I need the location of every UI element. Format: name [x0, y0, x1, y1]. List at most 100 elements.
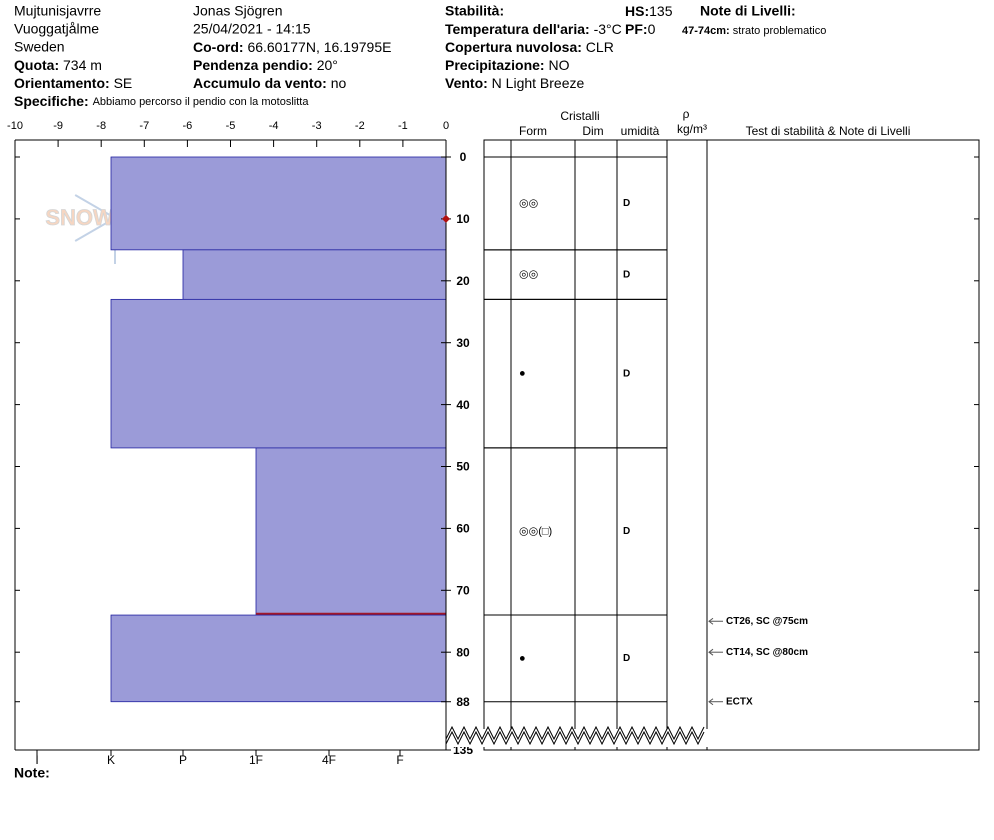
hardness-bar: [110, 156, 447, 251]
value: SE: [114, 75, 133, 91]
grain-form: ◎◎: [519, 197, 538, 209]
y-tick-label: 40: [456, 398, 470, 412]
hardness-label: 4F: [322, 753, 336, 767]
value: 0: [648, 21, 656, 37]
y-tick-label: 10: [456, 212, 470, 226]
wind: Vento: N Light Breeze: [445, 75, 584, 91]
grain-form: ◎◎: [519, 269, 538, 281]
value: N Light Breeze: [492, 75, 585, 91]
elevation: Quota: 734 m: [14, 57, 102, 73]
value: 20°: [317, 57, 338, 73]
arrow-head: [708, 648, 714, 656]
label: Quota:: [14, 57, 59, 73]
specifics: Specifiche: Abbiamo percorso il pendio c…: [14, 93, 309, 109]
label: Temperatura dell'aria:: [445, 21, 590, 37]
area: Vuoggatjålme: [14, 21, 99, 37]
site: Mujtunisjavrre: [14, 3, 101, 19]
sky: Copertura nuvolosa: CLR: [445, 39, 614, 55]
x-tick-label: -5: [226, 120, 236, 132]
grain-form: ●: [519, 652, 526, 664]
notes-label: Note:: [14, 765, 50, 781]
coords: Co-ord: 66.60177N, 16.19795E: [193, 39, 391, 55]
hardness-bar: [182, 249, 447, 300]
col-header: Cristalli: [560, 109, 599, 123]
datetime: 25/04/2021 - 14:15: [193, 21, 311, 37]
country: Sweden: [14, 39, 65, 55]
label: Orientamento:: [14, 75, 110, 91]
label: PF:: [625, 21, 648, 37]
value: NO: [548, 57, 569, 73]
y-tick-label: 0: [460, 150, 467, 164]
x-tick-label: -4: [269, 120, 279, 132]
temperature-point: [442, 214, 450, 223]
hardness-label: 1F: [249, 753, 263, 767]
y-tick-label: 80: [456, 645, 470, 659]
value: CLR: [586, 39, 614, 55]
header: Mujtunisjavrre Vuoggatjålme Sweden Quota…: [14, 3, 826, 781]
grain-form: ◎◎(□): [519, 525, 552, 537]
test-label: CT14, SC @80cm: [726, 647, 808, 658]
y-tick-label: 60: [456, 522, 470, 536]
test-label: ECTX: [726, 696, 753, 707]
y-tick-label: 50: [456, 460, 470, 474]
test-label: CT26, SC @75cm: [726, 616, 808, 627]
hardness-label: K: [107, 753, 115, 767]
col-header: kg/m³: [677, 122, 707, 136]
value: Abbiamo percorso il pendio con la motosl…: [93, 96, 310, 108]
value: strato problematico: [733, 25, 827, 37]
value: 734 m: [63, 57, 102, 73]
table-headers: Cristalli Form Dim umidità ρ kg/m³ Test …: [519, 107, 910, 138]
col-header: umidità: [621, 124, 660, 138]
arrow-head: [708, 698, 714, 706]
col-header: ρ: [683, 107, 690, 121]
arrow-head: [708, 617, 714, 625]
value: no: [331, 75, 347, 91]
label: Co-ord:: [193, 39, 244, 55]
hardness-label: F: [396, 753, 403, 767]
value: 66.60177N, 16.19795E: [247, 39, 391, 55]
stability-label: Stabilità:: [445, 3, 504, 19]
label: HS:: [625, 3, 649, 19]
label: Copertura nuvolosa:: [445, 39, 582, 55]
y-tick-label: 88: [456, 695, 470, 709]
value: -3°C: [594, 21, 622, 37]
x-tick-label: -7: [139, 120, 149, 132]
x-tick-label: -10: [7, 120, 23, 132]
moisture: D: [623, 368, 630, 379]
frames: [483, 139, 980, 751]
label: Pendenza pendio:: [193, 57, 313, 73]
y-tick-label: 30: [456, 336, 470, 350]
y-tick-label: 20: [456, 274, 470, 288]
value: 135: [649, 3, 673, 19]
wind-loading: Accumulo da vento: no: [193, 75, 346, 91]
hs: HS:135: [625, 3, 673, 19]
hardness-label: I: [35, 753, 38, 767]
x-tick-label: 0: [443, 120, 449, 132]
air-temp: Temperatura dell'aria: -3°C: [445, 21, 622, 37]
moisture: D: [623, 198, 630, 209]
moisture: D: [623, 526, 630, 537]
hardness-bar: [110, 298, 447, 449]
table-frame: [483, 139, 980, 751]
x-tick-label: -3: [312, 120, 322, 132]
layer-note: 47-74cm: strato problematico: [682, 25, 826, 37]
moisture: D: [623, 653, 630, 664]
hardness-bar: [255, 447, 447, 616]
col-header: Test di stabilità & Note di Livelli: [746, 124, 911, 138]
hardness-bar: [110, 614, 447, 703]
slope: Pendenza pendio: 20°: [193, 57, 338, 73]
precip: Precipitazione: NO: [445, 57, 570, 73]
col-header: Dim: [582, 124, 603, 138]
axis-break: [445, 725, 705, 741]
x-tick-label: -8: [96, 120, 106, 132]
label: Accumulo da vento:: [193, 75, 327, 91]
label: Specifiche:: [14, 93, 89, 109]
grain-form: ●: [519, 368, 526, 380]
label: 47-74cm:: [682, 25, 730, 37]
x-tick-label: -2: [355, 120, 365, 132]
moisture: D: [623, 269, 630, 280]
snowflake-arm: [74, 194, 116, 219]
x-tick-label: -6: [183, 120, 193, 132]
col-header: Form: [519, 124, 547, 138]
